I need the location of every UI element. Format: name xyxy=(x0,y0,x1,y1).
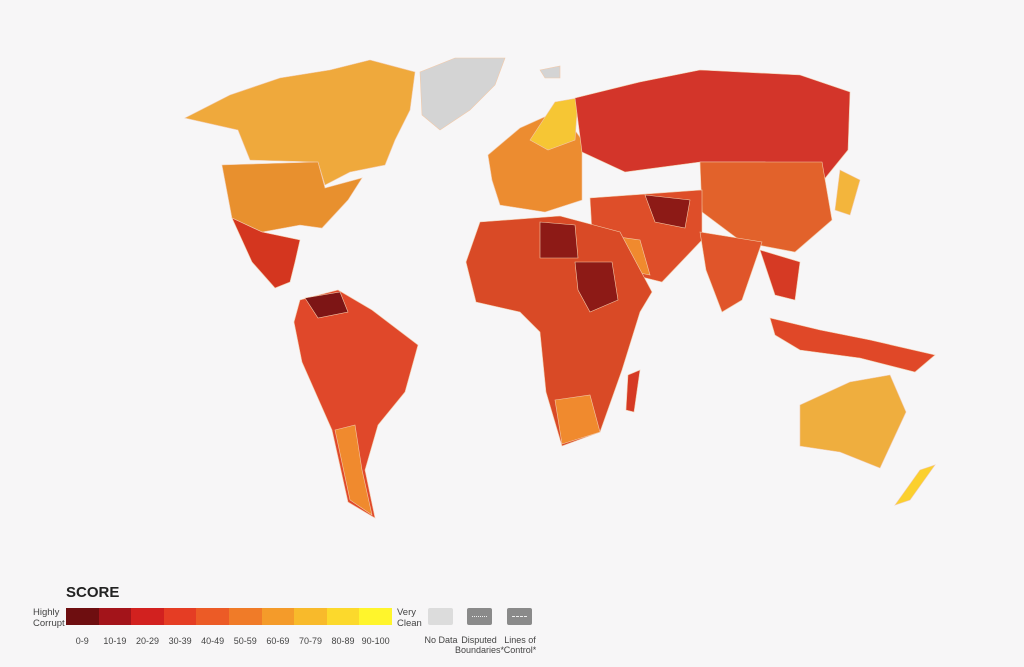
world-map xyxy=(184,57,936,519)
legend-bin-label: 40-49 xyxy=(201,636,225,646)
region xyxy=(894,464,936,506)
region xyxy=(574,261,619,313)
legend-bin: 60-69 xyxy=(261,608,295,646)
legend-scale: 0-9 10-19 20-29 30-39 40-49 50-59 60-69 70-79 80… xyxy=(66,608,392,646)
legend-bin: 90-100 xyxy=(359,608,392,646)
legend-bin: 20-29 xyxy=(131,608,164,646)
lines-of-control-label: Lines of Control* xyxy=(503,635,537,655)
legend-bin: 30-39 xyxy=(163,608,197,646)
region xyxy=(419,57,506,131)
legend-high-label: Very Clean xyxy=(397,607,422,629)
legend-bin-label: 90-100 xyxy=(361,636,390,646)
region xyxy=(574,69,851,183)
disputed-label: Disputed Boundaries* xyxy=(455,635,505,655)
region xyxy=(304,291,349,319)
legend-bin-label: 30-39 xyxy=(168,636,192,646)
region xyxy=(184,59,416,186)
no-data-label: No Data xyxy=(424,635,458,645)
region xyxy=(699,231,763,313)
legend-bin-label: 50-59 xyxy=(233,636,257,646)
disputed-swatch xyxy=(467,608,492,625)
region xyxy=(539,65,561,79)
region xyxy=(769,317,936,373)
region xyxy=(834,169,861,216)
legend-bin: 10-19 xyxy=(98,608,132,646)
lines-of-control-swatch xyxy=(507,608,532,625)
legend-bin: 0-9 xyxy=(66,608,99,646)
region xyxy=(529,97,579,151)
legend-title: SCORE xyxy=(66,584,120,601)
region xyxy=(759,249,801,301)
region xyxy=(644,194,691,229)
region xyxy=(293,289,419,519)
region xyxy=(554,394,601,445)
legend-bin-label: 0-9 xyxy=(75,636,89,646)
legend-bin: 70-79 xyxy=(294,608,327,646)
region xyxy=(625,369,641,413)
legend-low-label: Highly Corrupt xyxy=(33,607,65,629)
legend-bin-label: 70-79 xyxy=(298,636,322,646)
legend-bin: 40-49 xyxy=(196,608,229,646)
region xyxy=(799,374,907,469)
legend-bin-label: 80-89 xyxy=(331,636,355,646)
no-data-swatch xyxy=(428,608,453,625)
legend-bin: 80-89 xyxy=(326,608,360,646)
region xyxy=(231,217,301,289)
legend-bin-label: 20-29 xyxy=(135,636,159,646)
region xyxy=(334,424,373,516)
region xyxy=(539,221,579,259)
legend-bin: 50-59 xyxy=(228,608,262,646)
legend-bin-label: 60-69 xyxy=(266,636,290,646)
legend-bin-label: 10-19 xyxy=(103,636,127,646)
